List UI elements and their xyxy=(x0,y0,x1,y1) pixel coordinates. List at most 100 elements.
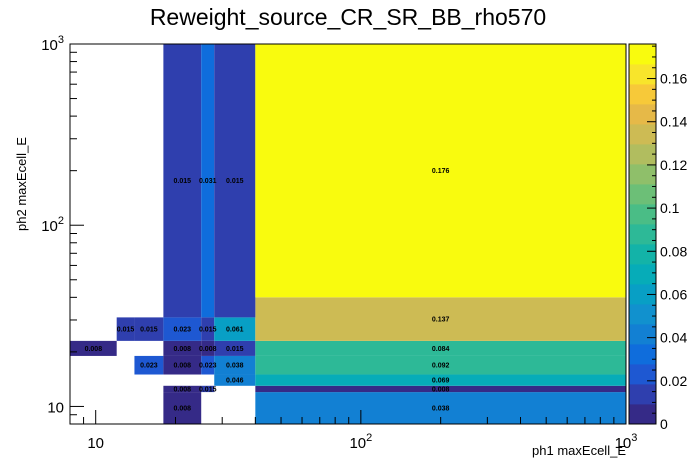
heatmap-cell xyxy=(255,374,626,386)
cell-value-label: 0.015 xyxy=(174,178,192,185)
heatmap-cells xyxy=(70,44,626,424)
heatmap-cell xyxy=(255,340,626,356)
cell-value-label: 0.031 xyxy=(199,178,217,185)
cell-value-label: 0.038 xyxy=(226,363,244,370)
heatmap-cell xyxy=(214,374,256,386)
cell-value-label: 0.084 xyxy=(432,346,450,353)
y-tick-label: 10 xyxy=(47,399,64,416)
y-tick-label: 103 xyxy=(41,34,64,54)
colorbar-band xyxy=(629,184,656,205)
heatmap-cell xyxy=(163,355,202,375)
cell-value-label: 0.008 xyxy=(174,363,192,370)
y-tick-label-exponent: 2 xyxy=(58,215,64,227)
heatmap-cell xyxy=(134,317,164,341)
x-tick-label: 10 xyxy=(87,435,104,452)
y-tick-label: 102 xyxy=(41,215,64,235)
cell-value-label: 0.092 xyxy=(432,363,450,370)
y-tick-label-base: 10 xyxy=(41,37,58,54)
heatmap-cell xyxy=(214,44,256,318)
cell-value-label: 0.008 xyxy=(432,386,450,393)
colorbar-band xyxy=(629,304,656,325)
heatmap-cell xyxy=(163,385,202,393)
colorbar-band xyxy=(629,104,656,125)
x-tick-label-exponent: 3 xyxy=(631,432,637,444)
y-axis-title: ph2 maxEcell_E xyxy=(14,137,29,231)
heatmap-cell xyxy=(255,44,626,298)
colorbar-frame xyxy=(628,43,657,425)
cell-value-label: 0.008 xyxy=(199,346,217,353)
colorbar-band xyxy=(629,384,656,405)
heatmap-cell-labels: 0.008 0.038 0.008 0.015 0.008 0.046 0.069 0.023… xyxy=(85,168,450,412)
colorbar: 0 0.02 0.04 0.06 0.08 0.1 0.12 0.14 0.16 xyxy=(628,43,687,432)
colorbar-band xyxy=(629,284,656,305)
x-tick-label: 102 xyxy=(349,432,372,452)
colorbar-band xyxy=(629,64,656,85)
y-tick-label-base: 10 xyxy=(47,399,64,416)
heatmap-cell xyxy=(70,340,117,356)
cell-value-label: 0.046 xyxy=(226,378,244,385)
cell-value-label: 0.015 xyxy=(226,178,244,185)
colorbar-tick-label: 0.1 xyxy=(660,200,680,216)
colorbar-band xyxy=(629,244,656,265)
heatmap-cell xyxy=(134,355,164,375)
heatmap-cell xyxy=(201,355,215,375)
colorbar-tick-label: 0 xyxy=(660,416,668,432)
heatmap-cell xyxy=(163,392,202,424)
cell-value-label: 0.015 xyxy=(117,327,135,334)
cell-value-label: 0.069 xyxy=(432,378,450,385)
cell-value-label: 0.015 xyxy=(226,346,244,353)
colorbar-tick-label: 0.06 xyxy=(660,286,687,302)
colorbar-tick-label: 0.04 xyxy=(660,330,687,346)
x-tick-label-base: 10 xyxy=(349,435,366,452)
heatmap-cell xyxy=(201,44,215,318)
colorbar-tick-label: 0.02 xyxy=(660,373,687,389)
colorbar-tick-label: 0.16 xyxy=(660,71,687,87)
colorbar-band xyxy=(629,164,656,185)
x-tick-label-exponent: 2 xyxy=(366,432,372,444)
cell-value-label: 0.008 xyxy=(85,346,103,353)
colorbar-band xyxy=(629,224,656,245)
colorbar-band xyxy=(629,344,656,365)
colorbar-band xyxy=(629,84,656,105)
colorbar-band xyxy=(629,404,656,425)
cell-value-label: 0.176 xyxy=(432,168,450,175)
cell-value-label: 0.023 xyxy=(174,327,192,334)
cell-value-label: 0.023 xyxy=(140,363,158,370)
colorbar-tick-label: 0.12 xyxy=(660,157,687,173)
colorbar-band xyxy=(629,324,656,345)
heatmap-cell xyxy=(255,385,626,393)
x-tick-label: 103 xyxy=(615,432,638,452)
cell-value-label: 0.137 xyxy=(432,317,450,324)
heatmap-cell xyxy=(214,317,256,341)
colorbar-band xyxy=(629,264,656,285)
x-axis: 10 102 103 xyxy=(69,410,638,452)
heatmap-cell xyxy=(214,355,256,375)
y-tick-label-exponent: 3 xyxy=(58,34,64,46)
heatmap-cell xyxy=(255,355,626,375)
cell-value-label: 0.023 xyxy=(199,363,217,370)
colorbar-tick-label: 0.14 xyxy=(660,114,687,130)
colorbar-band xyxy=(629,364,656,385)
heatmap-cell xyxy=(201,340,215,356)
heatmap-cell xyxy=(116,317,135,341)
heatmap-cell xyxy=(255,297,626,341)
heatmap-cell xyxy=(201,385,215,393)
x-axis-title: ph1 maxEcell_E xyxy=(532,443,626,458)
heatmap-cell xyxy=(214,340,256,356)
heatmap-cell xyxy=(201,317,215,341)
cell-value-label: 0.061 xyxy=(226,327,244,334)
heatmap-cell xyxy=(163,317,202,341)
colorbar-tick-label: 0.08 xyxy=(660,243,687,259)
y-tick-label-base: 10 xyxy=(41,218,58,235)
cell-value-label: 0.008 xyxy=(174,346,192,353)
cell-value-label: 0.008 xyxy=(174,406,192,413)
colorbar-band xyxy=(629,204,656,225)
chart-title: Reweight_source_CR_SR_BB_rho570 xyxy=(150,4,546,30)
colorbar-band xyxy=(629,144,656,165)
colorbar-band xyxy=(629,44,656,65)
cell-value-label: 0.008 xyxy=(174,386,192,393)
cell-value-label: 0.038 xyxy=(432,406,450,413)
colorbar-band xyxy=(629,124,656,145)
